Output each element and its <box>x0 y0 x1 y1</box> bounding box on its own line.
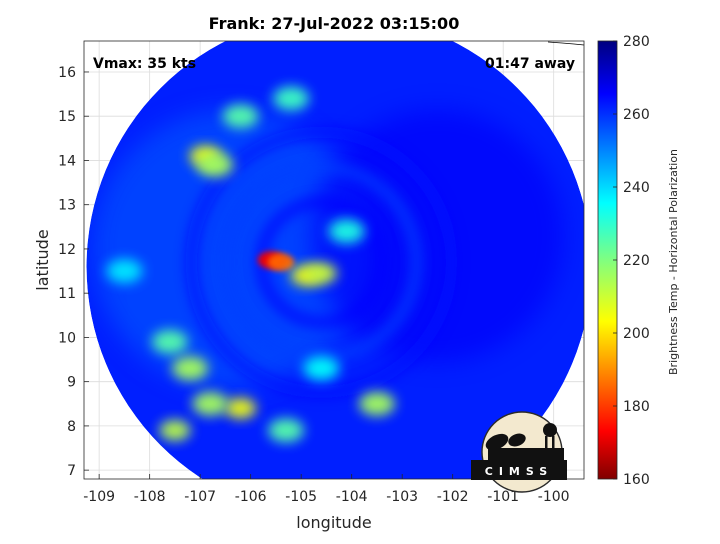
brightness-feature <box>159 419 191 441</box>
brightness-feature <box>222 104 259 129</box>
brightness-feature <box>172 356 209 381</box>
x-tick-label: -106 <box>235 489 267 505</box>
x-tick-label: -100 <box>538 489 570 505</box>
plot-frame <box>83 40 585 480</box>
y-tick-label: 10 <box>58 330 76 346</box>
x-axis-label: longitude <box>296 513 371 532</box>
y-tick-label: 16 <box>58 65 76 81</box>
x-tick-label: -102 <box>437 489 469 505</box>
x-tick-label: -103 <box>386 489 418 505</box>
y-tick-label: 12 <box>58 242 76 258</box>
logo-tower-leg <box>552 436 555 458</box>
y-axis-ticks: 7 8 9 10 11 12 13 14 15 16 <box>58 65 89 479</box>
colorbar-ticks: 280 260 240 220 200 180 160 <box>613 34 650 488</box>
coastline <box>547 41 585 46</box>
brightness-feature <box>106 259 143 284</box>
y-tick-label: 13 <box>58 198 76 214</box>
y-axis-label: latitude <box>33 229 52 290</box>
brightness-feature <box>273 86 310 111</box>
colorbar-tick-label: 260 <box>623 107 650 123</box>
x-tick-label: -104 <box>336 489 368 505</box>
vmax-annotation: Vmax: 35 kts <box>93 56 196 72</box>
y-tick-label: 15 <box>58 109 76 125</box>
x-axis-ticks: -109 -108 -107 -106 -105 -104 -103 -102 -101 -100 <box>83 474 570 505</box>
brightness-feature <box>303 356 340 381</box>
logo-banner <box>471 460 567 480</box>
brightness-feature <box>328 219 365 244</box>
logo-satellite-dish-icon <box>508 433 526 447</box>
logo-tower-leg <box>545 436 548 458</box>
colorbar-tick-label: 180 <box>623 399 650 415</box>
brightness-feature <box>197 152 234 177</box>
logo-satellite-dish-icon <box>485 433 509 451</box>
colorbar-tick-label: 160 <box>623 472 650 488</box>
brightness-feature <box>224 397 257 419</box>
colorbar-tick-label: 200 <box>623 326 650 342</box>
brightness-feature <box>151 329 188 354</box>
cimss-logo: CIMSS <box>471 411 567 493</box>
brightness-swath <box>86 41 584 479</box>
y-tick-label: 7 <box>67 463 76 479</box>
logo-water-tower-icon <box>543 423 557 437</box>
brightness-feature <box>268 418 305 443</box>
x-tick-label: -101 <box>487 489 519 505</box>
brightness-feature <box>267 253 295 272</box>
x-tick-label: -105 <box>285 489 317 505</box>
y-tick-label: 14 <box>58 153 76 169</box>
colorbar-label: Brightness Temp - Horizontal Polarizatio… <box>667 149 680 375</box>
brightness-feature <box>358 391 395 416</box>
colorbar-tick-label: 280 <box>623 34 650 50</box>
x-tick-label: -109 <box>83 489 115 505</box>
brightness-feature <box>305 262 337 284</box>
x-tick-label: -107 <box>184 489 216 505</box>
chart-title: Frank: 27-Jul-2022 03:15:00 <box>209 14 460 33</box>
y-tick-label: 9 <box>67 375 76 391</box>
spiral-band <box>185 126 458 399</box>
x-tick-label: -108 <box>134 489 166 505</box>
time-away-annotation: 01:47 away <box>485 56 575 72</box>
logo-text: CIMSS <box>485 465 553 478</box>
colorbar-tick-label: 240 <box>623 180 650 196</box>
y-tick-label: 8 <box>67 419 76 435</box>
colorbar-tick-label: 220 <box>623 253 650 269</box>
brightness-feature <box>192 391 229 416</box>
y-tick-label: 11 <box>58 286 76 302</box>
logo-building <box>488 448 564 460</box>
